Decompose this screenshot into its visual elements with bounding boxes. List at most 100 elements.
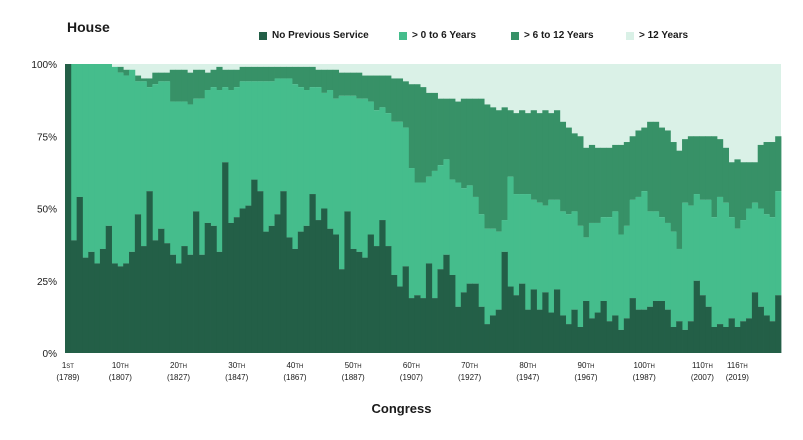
bar-0-to-6-years (524, 194, 532, 310)
bar-no-previous-service (239, 208, 246, 353)
bar-no-previous-service (390, 274, 398, 353)
bar-no-previous-service (402, 266, 409, 353)
bar-0-to-6-years (449, 179, 456, 275)
bar-no-previous-service (193, 211, 200, 353)
bar-0-to-6-years (129, 69, 136, 252)
bar-6-to-12-years (722, 147, 730, 203)
bar-6-to-12-years (472, 98, 479, 197)
bar-0-to-6-years (315, 87, 322, 221)
bar-0-to-6-years (658, 217, 665, 301)
bar-0-to-6-years (216, 90, 223, 252)
bar-0-to-6-years (746, 208, 753, 319)
bar-no-previous-service (437, 269, 444, 353)
bar-0-to-6-years (321, 92, 328, 209)
bar-6-to-12-years (524, 113, 532, 195)
bar-0-to-6-years (530, 199, 537, 290)
bar-0-to-6-years (257, 81, 264, 192)
bar-6-to-12-years (361, 75, 369, 99)
bar-no-previous-service (606, 321, 613, 353)
bar-no-previous-service (524, 309, 532, 353)
bar-6-to-12-years (693, 136, 700, 195)
bar-6-to-12-years (431, 92, 438, 171)
bar-no-previous-service (553, 289, 561, 353)
bar-0-to-6-years (274, 78, 281, 215)
bar-no-previous-service (519, 283, 526, 353)
bar-0-to-6-years (210, 87, 217, 226)
bar-0-to-6-years (588, 222, 596, 319)
bar-no-previous-service (158, 228, 165, 353)
bar-6-to-12-years (385, 75, 392, 114)
bar-0-to-6-years (245, 81, 252, 206)
x-tick-year: (1927) (458, 373, 481, 382)
bar-no-previous-service (751, 292, 759, 353)
bar-0-to-6-years (571, 211, 578, 310)
bar-6-to-12-years (728, 162, 735, 218)
bar-no-previous-service (711, 326, 718, 353)
bar-6-to-12-years (571, 133, 578, 212)
bar-0-to-6-years (350, 95, 357, 249)
bar-6-to-12-years (262, 66, 270, 82)
bar-0-to-6-years (606, 217, 613, 322)
bar-no-previous-service (373, 246, 380, 353)
bar-6-to-12-years (647, 121, 654, 212)
bar-0-to-6-years (385, 113, 392, 247)
bar-6-to-12-years (233, 69, 241, 88)
bar-6-to-12-years (257, 66, 264, 82)
bar-0-to-6-years (693, 194, 700, 281)
bar-6-to-12-years (350, 72, 357, 96)
bar-0-to-6-years (175, 101, 182, 264)
bar-no-previous-service (495, 309, 502, 353)
bar-no-previous-service (332, 234, 339, 353)
bar-0-to-6-years (670, 231, 677, 327)
x-tick-year: (1847) (225, 373, 248, 382)
legend-swatch-no-previous-service (259, 31, 267, 40)
bar-no-previous-service (676, 321, 683, 353)
bar-no-previous-service (769, 321, 776, 353)
bar-6-to-12-years (687, 136, 695, 206)
bar-6-to-12-years (210, 69, 217, 88)
bar-6-to-12-years (629, 136, 636, 200)
x-tick-year: (1907) (400, 373, 423, 382)
bar-6-to-12-years (198, 69, 206, 99)
bar-6-to-12-years (303, 66, 310, 91)
bar-no-previous-service (245, 205, 252, 353)
bar-no-previous-service (583, 300, 590, 353)
bar-no-previous-service (350, 248, 357, 353)
bar-no-previous-service (775, 295, 782, 353)
bar-no-previous-service (187, 254, 194, 353)
bar-no-previous-service (740, 321, 747, 353)
y-tick-label: 50% (37, 205, 57, 216)
y-tick-label: 25% (37, 277, 57, 288)
bar-no-previous-service (315, 220, 322, 353)
bar-6-to-12-years (309, 66, 316, 88)
bar-0-to-6-years (577, 225, 584, 327)
x-tick-year: (1967) (574, 373, 597, 382)
bar-no-previous-service (728, 318, 735, 353)
bar-6-to-12-years (274, 66, 281, 79)
x-tick-label: 30TH (228, 361, 245, 370)
bar-6-to-12-years (751, 162, 759, 203)
x-tick-label: 70TH (461, 361, 478, 370)
bar-0-to-6-years (751, 202, 759, 293)
bar-6-to-12-years (367, 75, 374, 102)
x-tick-year: (2019) (726, 373, 749, 382)
bar-6-to-12-years (437, 98, 444, 166)
bar-no-previous-service (274, 214, 281, 353)
bar-0-to-6-years (356, 98, 363, 252)
bar-6-to-12-years (181, 69, 188, 102)
bar-0-to-6-years (647, 211, 654, 307)
bar-6-to-12-years (169, 69, 177, 102)
bar-6-to-12-years (123, 69, 130, 76)
bar-0-to-6-years (466, 185, 473, 284)
bar-6-to-12-years (711, 136, 718, 218)
bar-no-previous-service (658, 300, 665, 353)
bar-0-to-6-years (158, 81, 165, 229)
bar-no-previous-service (76, 196, 83, 353)
x-axis-title: Congress (371, 401, 432, 416)
bar-no-previous-service (344, 211, 351, 353)
bar-no-previous-service (443, 254, 450, 353)
bar-0-to-6-years (425, 176, 433, 264)
chart-title: House (67, 19, 110, 35)
bar-0-to-6-years (600, 217, 607, 301)
bar-6-to-12-years (705, 136, 712, 200)
